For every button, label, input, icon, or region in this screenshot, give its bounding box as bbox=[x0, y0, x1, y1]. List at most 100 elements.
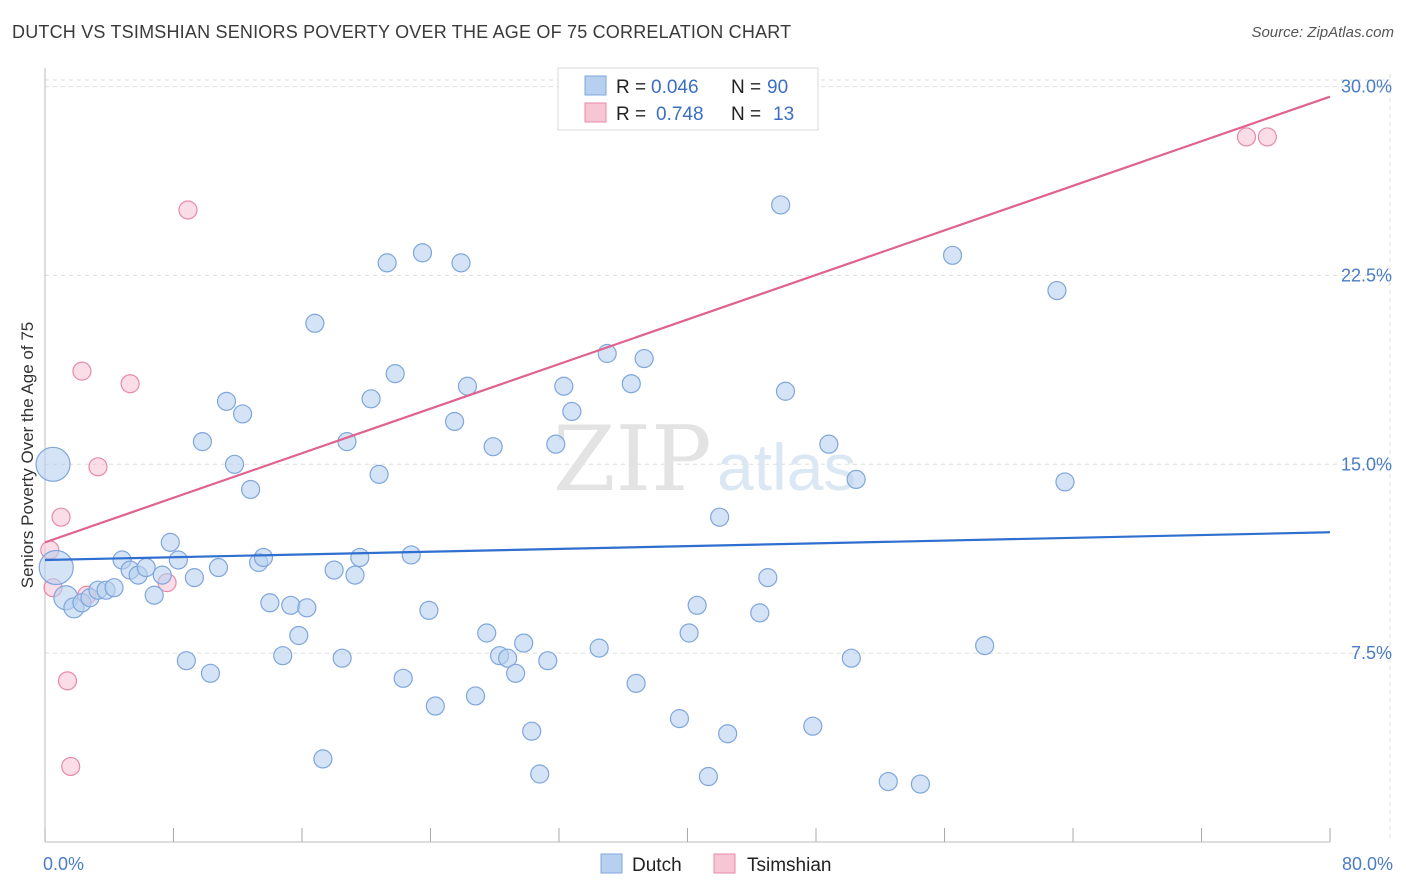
dutch-point bbox=[192, 432, 213, 452]
legend-bottom-swatch-dutch bbox=[600, 853, 623, 874]
dutch-point bbox=[942, 245, 963, 265]
dutch-point bbox=[136, 557, 156, 578]
dutch-point bbox=[260, 593, 280, 613]
dutch-point bbox=[775, 381, 796, 401]
dutch-point bbox=[626, 673, 646, 693]
dutch-point bbox=[216, 391, 237, 411]
dutch-point bbox=[324, 560, 344, 580]
dutch-point bbox=[483, 437, 503, 457]
dutch-point bbox=[160, 532, 180, 552]
dutch-point bbox=[144, 585, 164, 605]
watermark-zip: ZIP bbox=[553, 407, 712, 512]
x-tick-label: 80.0% bbox=[1342, 854, 1393, 874]
dutch-point bbox=[369, 464, 389, 484]
dutch-point bbox=[253, 547, 274, 568]
tsimshian-point bbox=[120, 374, 140, 394]
dutch-point bbox=[412, 243, 433, 263]
dutch-point bbox=[377, 253, 397, 273]
dutch-point bbox=[771, 195, 791, 215]
dutch-point bbox=[224, 454, 245, 474]
dutch-point bbox=[841, 648, 861, 668]
tsimshian-point bbox=[61, 756, 81, 777]
dutch-point bbox=[168, 550, 188, 570]
tsimshian-point bbox=[178, 200, 198, 220]
legend-swatch-tsimshian bbox=[584, 102, 607, 123]
tsimshian-point bbox=[1236, 127, 1257, 147]
dutch-point bbox=[208, 557, 229, 578]
dutch-point bbox=[393, 668, 413, 688]
legend-r-label: R = bbox=[616, 104, 646, 125]
dutch-point bbox=[669, 709, 690, 729]
dutch-point bbox=[589, 638, 609, 658]
dutch-point bbox=[710, 507, 730, 527]
dutch-point bbox=[803, 716, 823, 736]
dutch-point bbox=[750, 603, 770, 623]
dutch-point bbox=[297, 598, 317, 618]
legend-bottom-label-tsimshian: Tsimshian bbox=[747, 855, 831, 876]
dutch-point bbox=[1047, 280, 1067, 301]
dutch-point bbox=[621, 374, 641, 394]
dutch-point bbox=[562, 401, 582, 422]
dutch-point bbox=[910, 774, 931, 794]
dutch-point bbox=[554, 376, 574, 396]
tsimshian-point bbox=[57, 671, 78, 691]
dutch-point bbox=[530, 764, 550, 784]
legend-bottom: Dutch Tsimshian bbox=[600, 853, 831, 876]
dutch-point bbox=[176, 651, 196, 671]
x-tick-labels: 0.0% 80.0% bbox=[43, 854, 1393, 874]
dutch-point bbox=[538, 651, 558, 671]
trend-lines bbox=[44, 95, 1331, 562]
dutch-point bbox=[514, 633, 534, 653]
dutch-points bbox=[35, 195, 1075, 794]
dutch-point bbox=[758, 568, 778, 588]
dutch-point bbox=[345, 565, 365, 585]
dutch-point bbox=[546, 434, 566, 454]
dutch-point bbox=[477, 623, 497, 643]
dutch-point bbox=[846, 469, 866, 490]
dutch-point bbox=[819, 434, 839, 454]
dutch-point bbox=[419, 600, 439, 620]
y-tick-label: 30.0% bbox=[1341, 77, 1392, 97]
tsimshian-trend-line bbox=[44, 95, 1331, 544]
dutch-point bbox=[361, 389, 381, 409]
dutch-point bbox=[425, 696, 445, 716]
legend-n-label: N = bbox=[731, 77, 761, 98]
y-tick-labels: 7.5% 15.0% 22.5% 30.0% bbox=[1341, 77, 1392, 664]
dutch-point bbox=[878, 771, 898, 792]
legend-n-value-tsimshian: 13 bbox=[773, 104, 794, 125]
dutch-point bbox=[506, 663, 526, 683]
dutch-point bbox=[232, 404, 253, 424]
legend-n-value-dutch: 90 bbox=[767, 77, 788, 98]
dutch-point bbox=[401, 545, 421, 565]
x-tick-label: 0.0% bbox=[43, 854, 84, 874]
dutch-point bbox=[184, 568, 204, 588]
dutch-point bbox=[385, 364, 405, 384]
watermark: ZIP atlas bbox=[553, 407, 856, 512]
y-tick-label: 15.0% bbox=[1341, 454, 1392, 474]
dutch-point bbox=[313, 749, 333, 769]
tsimshian-point bbox=[72, 361, 92, 381]
dutch-trend-line bbox=[44, 531, 1331, 562]
tsimshian-point bbox=[51, 507, 71, 527]
dutch-point bbox=[273, 646, 293, 666]
y-tick-label: 7.5% bbox=[1351, 643, 1392, 663]
dutch-point bbox=[241, 479, 261, 500]
dutch-point bbox=[289, 625, 309, 646]
dutch-point bbox=[104, 578, 124, 598]
dutch-point bbox=[152, 565, 172, 585]
dutch-point bbox=[451, 253, 471, 273]
legend-swatch-dutch bbox=[584, 75, 607, 96]
dutch-point bbox=[35, 446, 71, 482]
tsimshian-point bbox=[88, 457, 108, 477]
dutch-point bbox=[698, 766, 718, 787]
source-label: Source: ZipAtlas.com bbox=[1251, 24, 1394, 41]
tsimshian-point bbox=[1257, 127, 1277, 147]
dutch-point bbox=[38, 549, 74, 586]
dutch-point bbox=[305, 313, 325, 333]
dutch-point bbox=[679, 623, 699, 643]
legend-top: R = 0.046 N = 90 R = 0.748 N = 13 bbox=[557, 67, 819, 131]
legend-r-value-tsimshian: 0.748 bbox=[656, 104, 704, 125]
dutch-point bbox=[281, 595, 301, 615]
y-axis-title: Seniors Poverty Over the Age of 75 bbox=[18, 322, 37, 588]
